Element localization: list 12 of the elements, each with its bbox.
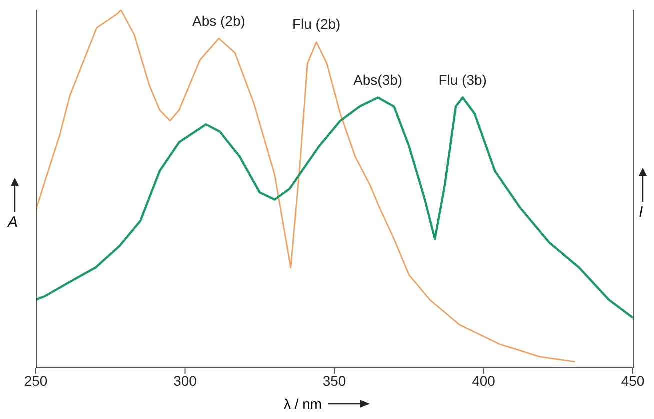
annotation: Flu (3b) [438,72,488,88]
annotation: Abs(3b) [352,72,404,88]
x-tick-label: 250 [24,372,48,389]
y2-axis-title: I [639,204,644,221]
x-tick-label: 450 [621,372,645,389]
annotation: Abs (2b) [192,12,246,29]
y-axis-title: A [8,214,18,231]
x-tick-label: 300 [174,372,198,389]
x-tick-label: 400 [472,372,496,389]
x-axis-title: λ / nm [284,396,322,412]
annotation: Flu (2b) [291,16,342,32]
x-tick-label: 350 [322,372,346,389]
